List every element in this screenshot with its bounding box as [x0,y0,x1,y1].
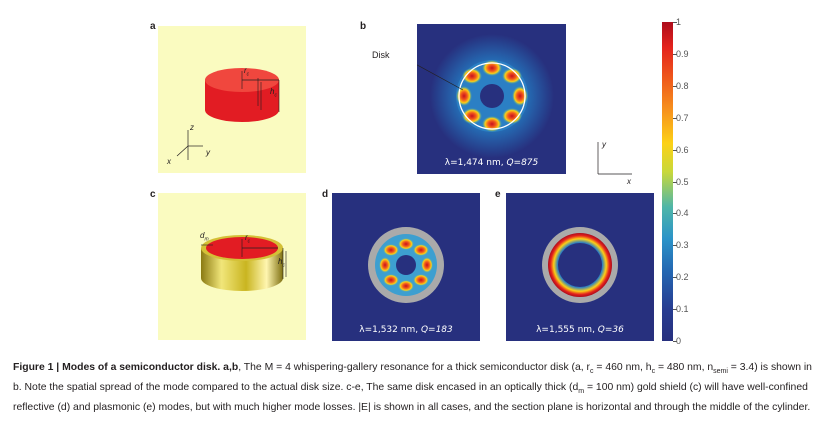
caption-part: , The M = 4 whispering-gallery resonance… [238,362,591,373]
colorbar-tick-label: 0 [676,336,682,346]
h-label: hc [270,87,277,99]
colorbar-tick-mark [673,53,677,55]
colorbar-tick-label: 0.2 [676,272,689,283]
caption-title: Figure 1 | Modes of a semiconductor disk… [13,362,221,373]
caption-part: = 3.4) is shown in b. Note the spatial s… [13,362,812,394]
panel-b: λ=1,474 nm, Q=875 [417,24,566,174]
caption-sub: c [590,368,594,376]
panel-label-d: d [322,189,329,200]
colorbar-tick-mark [673,117,677,119]
b-y-label: y [602,140,606,149]
rc-label: rc [245,233,251,245]
colorbar-tick-mark [673,245,677,247]
z-axis-label: z [190,123,194,132]
field-map-d [368,227,444,303]
panel-c: dm rc hc [158,193,306,340]
panel-label-e: e [495,189,501,200]
panel-label-a: a [150,21,156,32]
panel-a: rc hc z y x [158,26,306,173]
hc-label: hc [278,257,285,269]
caption-d: λ=1,532 nm, Q=183 [359,325,453,335]
shielded-cylinder-diagram [201,235,287,291]
colorbar-tick-label: 0.9 [676,48,689,59]
y-axis-label: y [206,148,210,157]
colorbar-tick-label: 0.1 [676,304,689,315]
panel-label-c: c [150,189,156,200]
disk-label: Disk [372,50,390,60]
r-label: rc [244,66,250,78]
colorbar-tick-mark [673,213,677,215]
colorbar-tick-mark [673,181,677,183]
colorbar-tick-label: 1 [676,17,682,27]
xy-axes-icon [597,142,632,175]
cylinder-diagram [176,68,280,160]
colorbar-tick-mark [673,149,677,151]
colorbar-tick-mark [673,22,677,23]
caption-e: λ=1,555 nm, Q=36 [536,325,624,335]
field-map-e [542,227,618,303]
dm-label: dm [200,231,209,243]
caption-part: = 460 nm, h [593,362,652,373]
caption-sub: semi [713,368,728,376]
field-map-b [417,34,554,158]
colorbar-tick-label: 0.7 [676,112,689,123]
colorbar-tick-label: 0.4 [676,208,689,219]
colorbar-tick-label: 0.5 [676,176,689,187]
panel-e: λ=1,555 nm, Q=36 [506,193,654,341]
caption-part: = 100 nm) gold shield (c) will have well… [13,382,811,414]
colorbar-tick-mark [673,277,677,279]
caption-sub: m [578,388,585,396]
caption-sub: c [651,368,656,376]
caption-b: λ=1,474 nm, Q=875 [444,158,539,168]
panel-label-b: b [360,21,367,32]
b-x-label: x [627,177,631,186]
colorbar-tick-mark [673,309,677,311]
panel-d: λ=1,532 nm, Q=183 [332,193,480,341]
colorbar-tick-mark [673,341,677,342]
colorbar-tick-label: 0.3 [676,240,689,251]
caption-part: a,b [220,362,239,373]
colorbar-tick-mark [673,85,677,87]
x-axis-label: x [167,157,171,166]
colorbar [662,22,673,341]
figure-caption: Figure 1 | Modes of a semiconductor disk… [13,360,813,416]
caption-part: = 480 nm, n [655,362,714,373]
colorbar-tick-label: 0.8 [676,80,689,91]
colorbar-tick-label: 0.6 [676,144,689,155]
